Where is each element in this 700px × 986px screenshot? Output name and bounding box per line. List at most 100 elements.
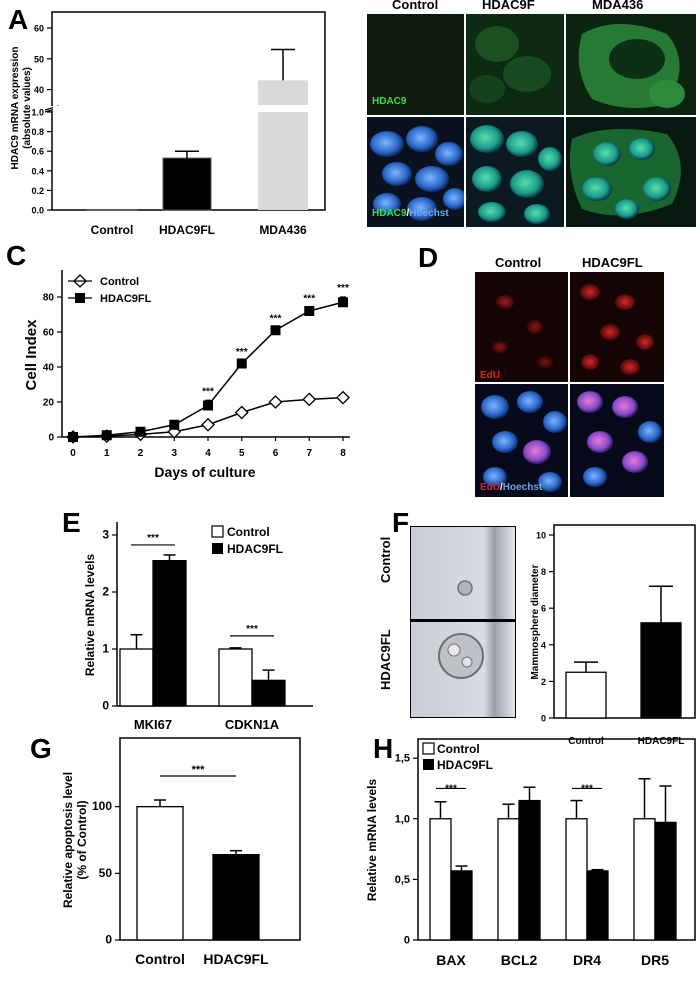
data-point (338, 297, 348, 308)
y-tick-label: 40 (43, 363, 55, 374)
x-tick-label: HDAC9FL (159, 223, 215, 237)
bar (119, 648, 154, 707)
y-tick-label: 60 (43, 328, 55, 339)
bar (152, 560, 187, 707)
x-tick-label: 3 (171, 448, 177, 459)
y-tick-label: 50 (99, 866, 113, 880)
legend-swatch (423, 759, 434, 770)
data-point (169, 419, 180, 430)
micro-d-row2-label-a: EdU (480, 482, 500, 493)
legend-swatch (212, 543, 223, 554)
mammosphere-images (410, 526, 516, 718)
y-tick-label: 80 (43, 293, 55, 304)
x-tick-label: Control (568, 736, 604, 747)
bar (450, 870, 473, 941)
significance-label: *** (246, 624, 258, 635)
micro-d-row2-label-sep: / (500, 482, 503, 493)
x-tick-label: DR5 (641, 952, 669, 968)
y-tick-label: 1,5 (395, 753, 410, 765)
x-tick-label: HDAC9FL (638, 736, 685, 747)
y-tick-label: 4 (541, 640, 546, 650)
data-point (234, 405, 249, 420)
y-tick-label: 10 (536, 531, 546, 541)
data-point (68, 432, 78, 442)
bar (136, 806, 184, 941)
data-point (302, 392, 317, 407)
y-tick-label: 1.0 (31, 108, 44, 118)
axis-break-band (53, 106, 324, 111)
y-axis-label: HDAC9 mRNA expression (10, 47, 21, 170)
bar (162, 157, 212, 211)
chart-frame (119, 737, 301, 941)
x-tick-label: Control (135, 951, 185, 967)
micro-a-col-label: MDA436 (592, 0, 644, 12)
y-tick-label: 0.0 (31, 206, 44, 216)
legend-swatch (422, 742, 435, 755)
micro-d-row1-label: EdU (480, 370, 500, 381)
y-axis-label: Relative mRNA levels (365, 779, 379, 902)
panel-letter-d: D (418, 242, 439, 273)
y-tick-label: 60 (34, 24, 44, 34)
y-tick-label: 0.8 (31, 127, 44, 137)
bar (86, 209, 138, 211)
bar (586, 870, 609, 941)
micro-a-row1-label: HDAC9 (372, 96, 407, 107)
x-tick-label: Control (91, 223, 134, 237)
significance-label: *** (192, 764, 206, 776)
bar (258, 80, 308, 105)
micro-a-frame (367, 14, 696, 227)
data-point (135, 426, 146, 437)
bar (429, 818, 452, 941)
y-tick-label: 0 (105, 933, 112, 947)
data-point (304, 306, 315, 316)
micro-a-col-label: HDAC9F (482, 0, 535, 12)
x-tick-label: BAX (436, 952, 466, 968)
bar (258, 112, 308, 210)
x-tick-label: 4 (205, 448, 211, 459)
y-tick-label: 3 (102, 528, 109, 542)
bar (565, 818, 588, 941)
data-point (236, 358, 247, 369)
y-tick-label: 100 (92, 799, 112, 813)
x-tick-label: 7 (306, 448, 312, 459)
y-axis-label: (absolute values) (22, 67, 33, 149)
series-line (72, 301, 344, 438)
x-tick-label: HDAC9FL (203, 951, 269, 967)
bar (518, 799, 541, 941)
y-tick-label: 1 (102, 642, 109, 656)
legend-label: Control (100, 276, 139, 288)
significance-label: *** (147, 533, 159, 544)
y-axis-label: Relative apoptosis level (61, 772, 75, 908)
y-tick-label: 1,0 (395, 813, 410, 825)
y-tick-label: 0.4 (31, 166, 44, 176)
micro-d-col-label: Control (495, 255, 542, 270)
bar (212, 854, 260, 941)
x-tick-label: MKI67 (134, 717, 172, 732)
y-tick-label: 0 (48, 433, 54, 444)
panel-letter-h: H (373, 733, 394, 764)
x-tick-label: 0 (70, 448, 76, 459)
micro-d-frame (475, 272, 664, 497)
y-tick-label: 2 (541, 677, 546, 687)
legend-marker (75, 293, 85, 303)
y-axis-label: Relative mRNA levels (83, 554, 97, 677)
x-tick-label: CDKN1A (225, 717, 280, 732)
x-tick-label: 2 (138, 448, 144, 459)
micro-d-col-label: HDAC9FL (582, 255, 643, 270)
micro-a-col-label: Control (392, 0, 439, 12)
panel-letter-c: C (6, 240, 27, 271)
micro-d-row2-label: EdU/Hoechst (480, 482, 542, 493)
micro-a-row2-label-a: HDAC9 (372, 208, 407, 219)
y-tick-label: 0 (541, 714, 546, 724)
bar (633, 818, 656, 941)
x-tick-label: 6 (273, 448, 279, 459)
significance-label: *** (445, 783, 457, 794)
bar (497, 818, 520, 941)
x-tick-label: 5 (239, 448, 245, 459)
y-tick-label: 0,5 (395, 874, 410, 886)
legend-label: HDAC9FL (437, 758, 493, 772)
y-axis-label: Cell Index (23, 319, 40, 391)
significance-label: *** (202, 386, 214, 397)
data-point (336, 390, 350, 405)
